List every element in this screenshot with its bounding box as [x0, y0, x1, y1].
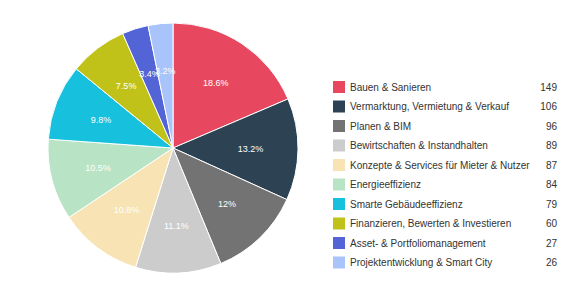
legend-entry: Energieeffizienz 84: [333, 179, 557, 191]
legend-label: Finanzieren, Bewerten & Investieren: [350, 218, 511, 229]
legend-entry: Vermarktung, Vermietung & Verkauf 106: [333, 101, 557, 113]
data-label: 10.5%: [85, 163, 111, 173]
data-label: 12%: [218, 199, 236, 209]
legend-label: Projektentwicklung & Smart City: [350, 257, 492, 268]
legend-swatch: [333, 198, 345, 210]
plot-area: [48, 23, 298, 273]
legend-count: 27: [546, 238, 558, 249]
legend-swatch: [333, 101, 345, 113]
data-label: 11.1%: [164, 221, 189, 231]
legend-entry: Smarte Gebäudeeffizienz 79: [333, 198, 557, 210]
legend-swatch: [333, 81, 345, 93]
legend-entry: Planen & BIM 96: [333, 120, 557, 132]
legend-label: Vermarktung, Vermietung & Verkauf: [350, 101, 509, 112]
slice: [48, 139, 173, 217]
legend-label: Energieeffizienz: [350, 179, 421, 190]
legend-count: 96: [546, 121, 558, 132]
legend-swatch: [333, 159, 345, 171]
data-label: 13.2%: [238, 144, 264, 154]
legend-count: 84: [546, 179, 558, 190]
data-label: 3.2%: [155, 66, 176, 76]
legend-label: Planen & BIM: [350, 121, 411, 132]
legend-label: Bewirtschaften & Instandhalten: [350, 140, 488, 151]
data-label: 7.5%: [116, 81, 137, 91]
legend-swatch: [333, 237, 345, 249]
legend-entry: Projektentwicklung & Smart City 26: [333, 257, 557, 269]
legend-swatch: [333, 257, 345, 269]
legend-swatch: [333, 218, 345, 230]
data-label: 10.8%: [114, 205, 140, 215]
legend-entry: Asset- & Portfoliomanagement 27: [333, 237, 557, 249]
legend: Bauen & Sanieren 149 Vermarktung, Vermietu…: [333, 81, 557, 269]
legend-label: Smarte Gebäudeeffizienz: [350, 199, 463, 210]
data-labels: 18.6%13.2%12%11.1%10.8%10.5%9.8%7.5%3.4%…: [85, 66, 263, 231]
pie: [48, 23, 298, 273]
legend-count: 89: [546, 140, 558, 151]
legend-count: 149: [540, 82, 557, 93]
legend-swatch: [333, 179, 345, 191]
legend-count: 79: [546, 199, 558, 210]
legend-entry: Konzepte & Services für Mieter & Nutzer 8…: [333, 159, 557, 171]
data-label: 18.6%: [203, 78, 229, 88]
legend-label: Asset- & Portfoliomanagement: [350, 238, 486, 249]
legend-entry: Bewirtschaften & Instandhalten 89: [333, 140, 557, 152]
legend-label: Bauen & Sanieren: [350, 82, 431, 93]
legend-label: Konzepte & Services für Mieter & Nutzer: [350, 160, 530, 171]
legend-count: 26: [546, 257, 558, 268]
data-label: 9.8%: [91, 115, 112, 125]
legend-swatch: [333, 140, 345, 152]
legend-entry: Finanzieren, Bewerten & Investieren 60: [333, 218, 557, 230]
legend-swatch: [333, 120, 345, 132]
legend-count: 87: [546, 160, 558, 171]
chart: 18.6%13.2%12%11.1%10.8%10.5%9.8%7.5%3.4%…: [0, 0, 580, 298]
legend-entry: Bauen & Sanieren 149: [333, 81, 557, 93]
legend-count: 106: [540, 101, 557, 112]
legend-count: 60: [546, 218, 558, 229]
slice: [148, 23, 173, 148]
